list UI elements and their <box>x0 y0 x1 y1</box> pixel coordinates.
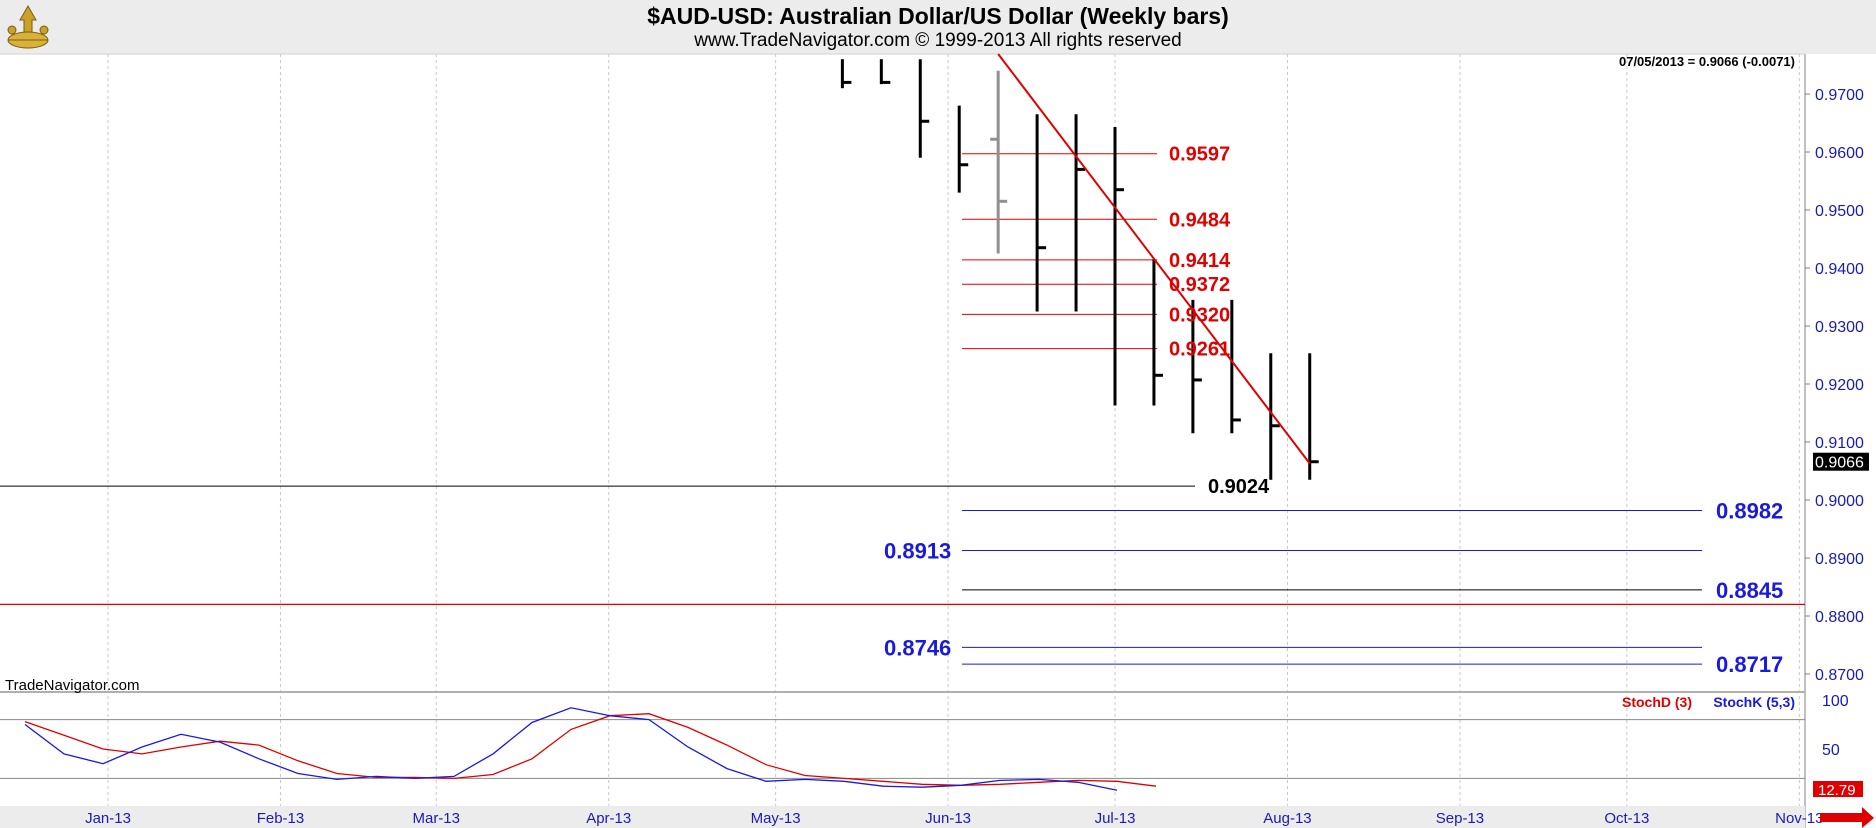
x-tick-label: Aug-13 <box>1263 810 1311 827</box>
price-axis: 0.9700 0.9600 0.9500 0.9400 0.9300 0.9200 0.91… <box>1804 54 1869 828</box>
watermark-text: TradeNavigator.com <box>5 677 140 694</box>
x-tick-label: Jul-13 <box>1095 810 1136 827</box>
target-level-label: 0.8746 <box>884 635 951 660</box>
trade-navigator-logo <box>2 2 54 52</box>
chart-header <box>0 0 1876 54</box>
y-tick-label: 0.9200 <box>1815 377 1864 394</box>
x-tick-label: Nov-13 <box>1775 810 1823 827</box>
ohlc-bars <box>840 59 1319 480</box>
scroll-right-arrow-icon <box>1820 807 1874 828</box>
fib-level-label: 0.9597 <box>1169 144 1230 166</box>
x-tick-label: Mar-13 <box>412 810 460 827</box>
date-axis-band <box>0 806 1805 828</box>
target-level-label: 0.8845 <box>1716 578 1783 603</box>
x-tick-label: Jun-13 <box>925 810 971 827</box>
x-tick-label: Jan-13 <box>85 810 131 827</box>
target-level-label: 0.8982 <box>1716 498 1783 523</box>
y-tick-label: 0.9400 <box>1815 261 1864 278</box>
stoch-d-legend: StochD (3) <box>1622 694 1692 710</box>
last-price-label: 0.9066 <box>1815 455 1864 472</box>
support-level-label: 0.9024 <box>1208 476 1270 498</box>
fib-level-label: 0.9414 <box>1169 250 1231 272</box>
grid-lines <box>107 54 1800 818</box>
target-level-label: 0.8913 <box>884 538 951 563</box>
stoch-tick-label: 100 <box>1822 693 1849 710</box>
stoch-k-line <box>24 707 1118 791</box>
y-tick-label: 0.8900 <box>1815 551 1864 568</box>
chart-title: $AUD-USD: Australian Dollar/US Dollar (W… <box>647 3 1229 29</box>
chart-subtitle: www.TradeNavigator.com © 1999-2013 All r… <box>694 30 1182 51</box>
y-tick-label: 0.9500 <box>1815 203 1864 220</box>
x-tick-label: Sep-13 <box>1436 810 1484 827</box>
target-level-label: 0.8717 <box>1716 652 1783 677</box>
level-lines <box>0 53 1805 693</box>
trend-line <box>997 53 1311 465</box>
fib-level-label: 0.9320 <box>1169 304 1230 326</box>
stochastic-panel: 100 50 StochD (3) StochK (5,3) 12.79 <box>0 693 1863 799</box>
x-tick-label: May-13 <box>751 810 801 827</box>
date-axis: Jan-13 Feb-13 Mar-13 Apr-13 May-13 Jun-13 Jul-… <box>0 806 1874 828</box>
stoch-last-label: 12.79 <box>1818 782 1856 799</box>
stoch-d-line <box>24 713 1157 787</box>
last-quote-text: 07/05/2013 = 0.9066 (-0.0071) <box>1619 54 1795 69</box>
fib-level-label: 0.9484 <box>1169 209 1231 231</box>
y-tick-label: 0.8700 <box>1815 667 1864 684</box>
x-tick-label: Oct-13 <box>1604 810 1649 827</box>
y-tick-label: 0.9300 <box>1815 319 1864 336</box>
fib-level-label: 0.9261 <box>1169 339 1230 361</box>
y-tick-label: 0.9100 <box>1815 435 1864 452</box>
last-price-box <box>1813 452 1869 471</box>
y-tick-label: 0.8800 <box>1815 609 1864 626</box>
y-tick-label: 0.9600 <box>1815 145 1864 162</box>
stoch-tick-label: 50 <box>1822 742 1840 759</box>
fib-level-label: 0.9372 <box>1169 274 1230 296</box>
stoch-k-legend: StochK (5,3) <box>1713 694 1795 710</box>
stoch-last-box <box>1813 781 1863 797</box>
red-trend-line <box>997 53 1311 465</box>
x-tick-label: Apr-13 <box>586 810 631 827</box>
x-tick-label: Feb-13 <box>257 810 305 827</box>
y-tick-label: 0.9000 <box>1815 493 1864 510</box>
y-tick-label: 0.9700 <box>1815 87 1864 104</box>
